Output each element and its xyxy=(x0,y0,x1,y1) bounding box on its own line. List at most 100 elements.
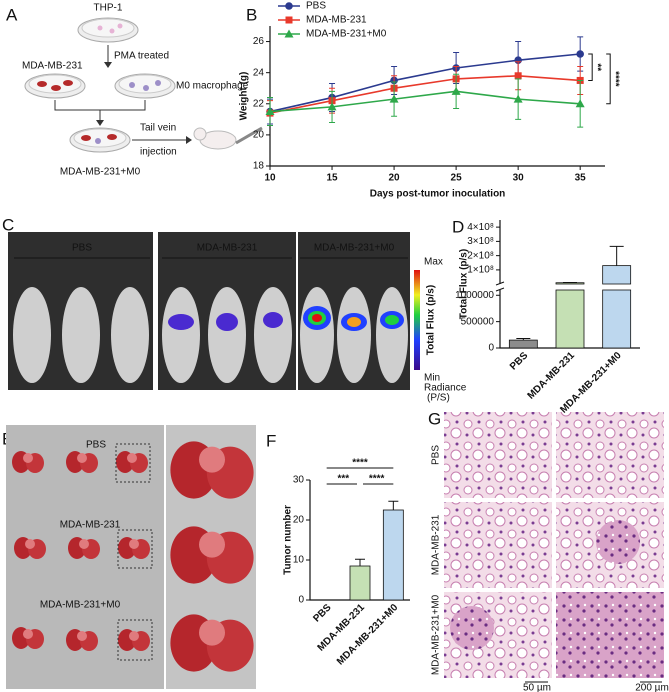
mouse xyxy=(300,287,334,383)
cell xyxy=(155,80,161,86)
zoom-box xyxy=(117,529,153,569)
x-tick-label: 35 xyxy=(575,173,587,184)
series-line xyxy=(269,53,581,113)
legend-label: MDA-MB-231+M0 xyxy=(306,29,387,40)
marker xyxy=(327,102,337,111)
syringe xyxy=(235,126,263,145)
group-label: MDA-MB-231+M0 xyxy=(314,243,395,254)
colorbar xyxy=(414,270,420,370)
legend-label: MDA-MB-231 xyxy=(306,15,367,26)
marker xyxy=(389,94,399,103)
y-tick-label: 0 xyxy=(298,595,304,606)
x-tick-label: 20 xyxy=(389,173,401,184)
group-label: PBS xyxy=(72,243,92,254)
marker xyxy=(576,50,584,58)
arrow-head xyxy=(96,120,104,126)
mouse xyxy=(337,287,371,383)
marker xyxy=(514,72,522,80)
bar xyxy=(602,289,632,349)
colorbar-min: Min xyxy=(424,373,440,384)
cell xyxy=(63,80,73,86)
y-tick-label: 20 xyxy=(293,515,305,526)
marker xyxy=(575,99,585,108)
error-bar xyxy=(609,245,624,266)
cell xyxy=(81,135,91,141)
group-label: MDA-MB-231 xyxy=(60,520,121,531)
mouse xyxy=(13,287,51,383)
y-tick-label: 2×10⁸ xyxy=(467,250,494,261)
cell-label: M0 macrophage xyxy=(176,81,249,92)
y-tick-label: 24 xyxy=(253,67,265,78)
mouse xyxy=(111,287,149,383)
panel-label: A xyxy=(6,5,18,24)
mouse xyxy=(62,287,100,383)
signal xyxy=(385,315,399,325)
y-axis-label: Weight (g) xyxy=(239,72,250,121)
row-label: MDA-MB-231+M0 xyxy=(431,594,442,675)
scale-label: 50 µm xyxy=(523,683,551,692)
marker xyxy=(513,94,523,103)
cell xyxy=(107,134,117,140)
row-label: PBS xyxy=(431,445,442,465)
colorbar-unit: (P/S) xyxy=(427,393,450,404)
cell xyxy=(97,25,103,31)
signal xyxy=(347,317,361,327)
error-bar xyxy=(388,500,399,510)
panel-label: B xyxy=(246,5,257,24)
series-line xyxy=(269,74,581,114)
cell-label: MDA-MB-231+M0 xyxy=(60,167,141,178)
step-label: injection xyxy=(140,147,177,158)
y-tick-label: 20 xyxy=(253,130,265,141)
y-tick-label: 22 xyxy=(253,98,265,109)
y-tick-label: 1000000 xyxy=(455,290,494,301)
lesion xyxy=(596,520,640,564)
panel-label: C xyxy=(2,215,14,234)
colorbar-max: Max xyxy=(424,257,443,268)
dish xyxy=(77,17,139,43)
bar xyxy=(555,289,585,349)
group-label: MDA-MB-231+M0 xyxy=(40,600,121,611)
series-line xyxy=(269,90,581,113)
y-tick-label: 18 xyxy=(253,161,265,172)
y-axis-label: Tumor number xyxy=(283,505,294,575)
panel-label: F xyxy=(266,431,276,450)
cell xyxy=(109,28,115,34)
lesion xyxy=(450,606,494,650)
signal xyxy=(312,314,322,322)
cell-label: MDA-MB-231 xyxy=(22,61,83,72)
histology xyxy=(444,412,552,498)
y-axis-label: Total Flux (p/s) xyxy=(459,249,470,319)
arrow-head xyxy=(186,136,192,144)
cell xyxy=(129,82,135,88)
legend-marker xyxy=(285,16,293,24)
x-tick-label: 30 xyxy=(513,173,525,184)
x-axis-label: Days post-tumor inoculation xyxy=(370,189,506,200)
group-label: MDA-MB-231 xyxy=(197,243,258,254)
cell xyxy=(95,138,101,144)
bar xyxy=(382,509,404,601)
sig-label: *** xyxy=(337,474,349,485)
marker xyxy=(451,86,461,95)
arrow-head xyxy=(104,62,112,68)
scale-label: 200 µm xyxy=(635,683,669,692)
sig-label: **** xyxy=(352,458,368,469)
cell xyxy=(51,85,61,91)
x-tick-label: 10 xyxy=(264,173,276,184)
zoom-box xyxy=(115,443,151,483)
bar xyxy=(508,339,538,349)
mouse xyxy=(208,287,246,383)
error-bar xyxy=(355,558,365,566)
x-tick-label: 15 xyxy=(326,173,338,184)
ivis-images xyxy=(8,232,410,390)
mouse-head xyxy=(193,127,207,141)
mouse xyxy=(254,287,292,383)
panel-label: G xyxy=(428,409,441,428)
step-label: Tail vein xyxy=(140,123,176,134)
y-tick-label: 30 xyxy=(293,475,305,486)
sig-label: **** xyxy=(610,71,621,87)
y-tick-label: 500000 xyxy=(461,316,495,327)
mouse xyxy=(376,287,408,383)
sig-label: ** xyxy=(592,63,603,71)
y-tick-label: 0 xyxy=(488,343,494,354)
step-label: PMA treated xyxy=(114,51,169,62)
